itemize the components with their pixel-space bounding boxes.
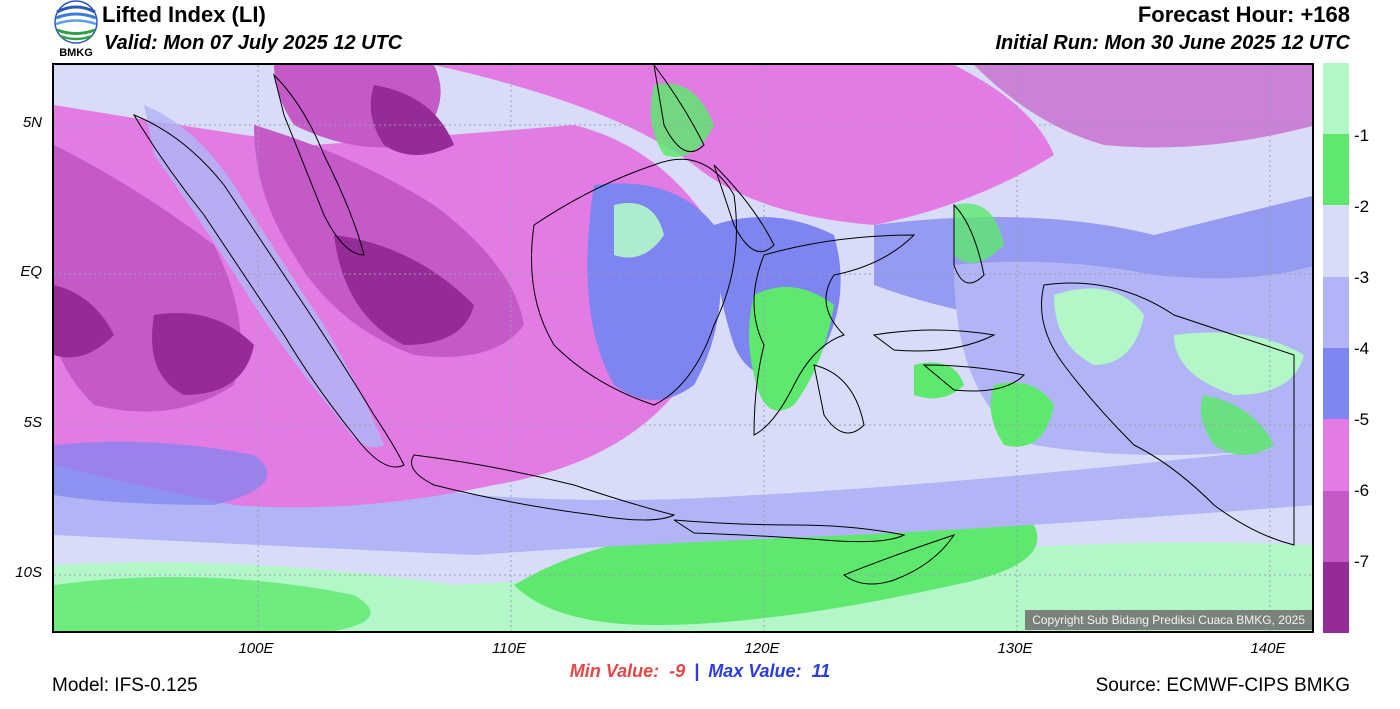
- colorbar-seg-4: [1323, 348, 1349, 419]
- lon-label-110e: 110E: [492, 640, 526, 657]
- min-max-values: Min Value: -9 | Max Value: 11: [0, 661, 1400, 682]
- colorbar-label: -5: [1354, 410, 1370, 429]
- max-value: Max Value: 11: [708, 661, 831, 681]
- source-label: Source: ECMWF-CIPS BMKG: [1095, 675, 1350, 696]
- colorbar-seg-5: [1323, 419, 1349, 491]
- map-title: Lifted Index (LI): [102, 2, 266, 27]
- valid-time: Valid: Mon 07 July 2025 12 UTC: [104, 32, 403, 54]
- colorbar-label: -7: [1354, 552, 1370, 571]
- forecast-hour: Forecast Hour: +168: [1137, 2, 1350, 27]
- lon-label-140e: 140E: [1250, 640, 1286, 657]
- colorbar-seg-0: [1323, 63, 1349, 134]
- lat-label-5s: 5S: [23, 414, 42, 431]
- colorbar-label: -4: [1354, 339, 1370, 358]
- model-label: Model: IFS-0.125: [52, 675, 198, 696]
- coastlines: [132, 65, 1295, 585]
- separator: |: [694, 661, 700, 681]
- colorbar-seg-7: [1323, 562, 1349, 633]
- lon-label-100e: 100E: [238, 640, 274, 657]
- lat-label-10s: 10S: [15, 564, 42, 581]
- map-panel: [52, 63, 1314, 633]
- bmkg-logo-icon: [54, 0, 98, 44]
- copyright-notice: Copyright Sub Bidang Prediksi Cuaca BMKG…: [1025, 610, 1312, 630]
- initial-run: Initial Run: Mon 30 June 2025 12 UTC: [995, 32, 1350, 54]
- colorbar-label: -2: [1354, 197, 1370, 216]
- lifted-index-field: [54, 65, 1312, 631]
- colorbar-label: -3: [1354, 268, 1370, 287]
- colorbar-seg-3: [1323, 277, 1349, 348]
- lat-label-5n: 5N: [22, 114, 42, 131]
- colorbar-label: -1: [1354, 126, 1370, 145]
- lat-label-eq: EQ: [20, 263, 42, 280]
- colorbar-seg-2: [1323, 205, 1349, 277]
- min-value: Min Value: -9: [569, 661, 686, 681]
- colorbar-seg-1: [1323, 134, 1349, 205]
- colorbar-seg-6: [1323, 491, 1349, 562]
- lon-label-120e: 120E: [744, 640, 780, 657]
- logo-text: BMKG: [59, 47, 93, 59]
- lon-label-130e: 130E: [997, 640, 1033, 657]
- colorbar: [1323, 63, 1349, 633]
- colorbar-label: -6: [1354, 481, 1370, 500]
